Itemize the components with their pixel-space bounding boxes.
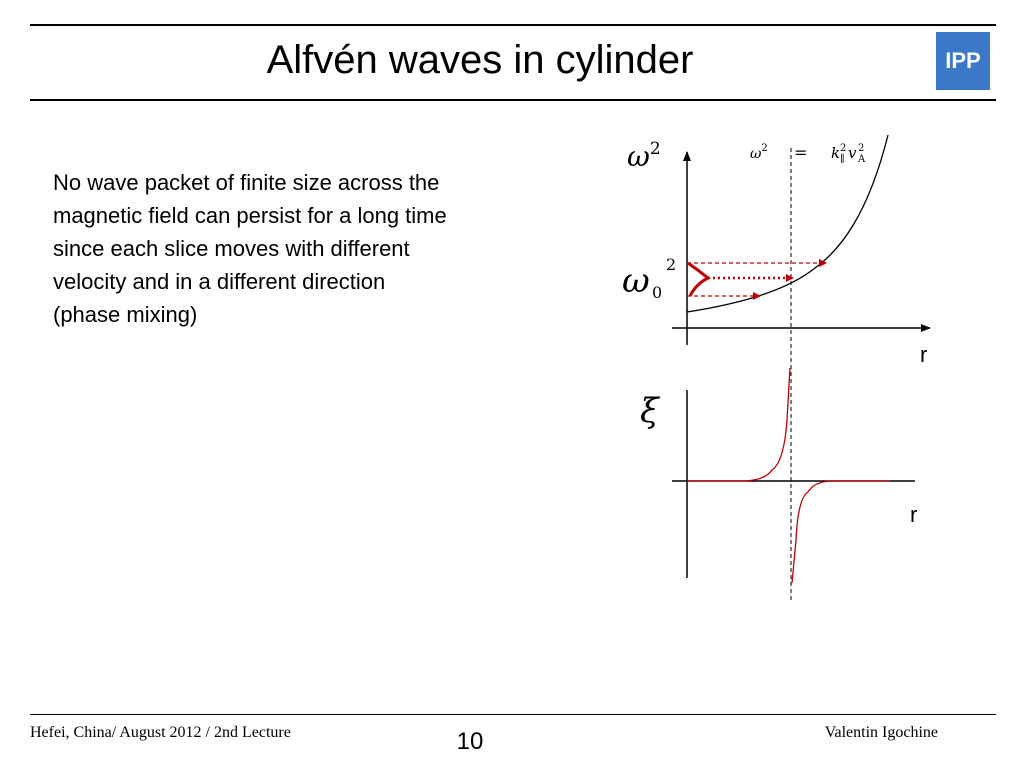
body-text: No wave packet of finite size across the… bbox=[53, 166, 573, 331]
footer-event: Hefei, China/ August 2012 / 2nd Lecture bbox=[30, 724, 291, 741]
phase-mixing-diagram: ω2 ω2 = k 2 ∥ v 2 A ω 0 2 r ξ r bbox=[622, 134, 931, 600]
omega0-sup: 2 bbox=[666, 255, 676, 274]
footer-author: Valentin Igochine bbox=[824, 724, 938, 741]
wave-packet bbox=[687, 261, 711, 297]
displacement-curve-left bbox=[687, 367, 791, 482]
eq-k: k bbox=[831, 144, 840, 162]
page-number: 10 bbox=[456, 728, 484, 755]
body-line-4: velocity and in a different direction bbox=[53, 269, 386, 294]
body-line-3: since each slice moves with different bbox=[53, 236, 410, 261]
displacement-curve-right bbox=[791, 480, 890, 584]
eq-lhs: ω2 bbox=[750, 143, 768, 162]
eq-k-sup: 2 bbox=[840, 143, 846, 154]
eq-v-sup: 2 bbox=[858, 143, 864, 154]
ipp-logo: IPP bbox=[936, 32, 990, 90]
top-rule bbox=[30, 24, 996, 26]
omega0-sub: 0 bbox=[652, 283, 662, 302]
continuum-curve bbox=[686, 134, 889, 313]
omega0-label: ω 0 2 bbox=[622, 255, 676, 302]
top-y-label: ω2 bbox=[627, 139, 661, 173]
footer-rule bbox=[30, 714, 996, 715]
body-line-1: No wave packet of finite size across the bbox=[53, 170, 440, 195]
title-rule bbox=[30, 99, 996, 101]
eq-v: v bbox=[848, 144, 857, 162]
body-line-5: (phase mixing) bbox=[53, 302, 198, 327]
bottom-x-label: r bbox=[910, 502, 917, 527]
logo-text: IPP bbox=[945, 48, 980, 73]
eq-v-sub: A bbox=[857, 154, 866, 165]
bottom-y-label: ξ bbox=[640, 391, 661, 431]
top-x-label: r bbox=[920, 342, 927, 367]
slide-title: Alfvén waves in cylinder bbox=[266, 38, 694, 82]
eq-sign: = bbox=[794, 143, 807, 162]
dispersion-equation: ω2 = k 2 ∥ v 2 A bbox=[750, 143, 866, 165]
eq-k-sub: ∥ bbox=[840, 153, 845, 165]
logo-background bbox=[936, 32, 990, 90]
omega0-main: ω bbox=[622, 261, 650, 301]
body-line-2: magnetic field can persist for a long ti… bbox=[53, 203, 447, 228]
